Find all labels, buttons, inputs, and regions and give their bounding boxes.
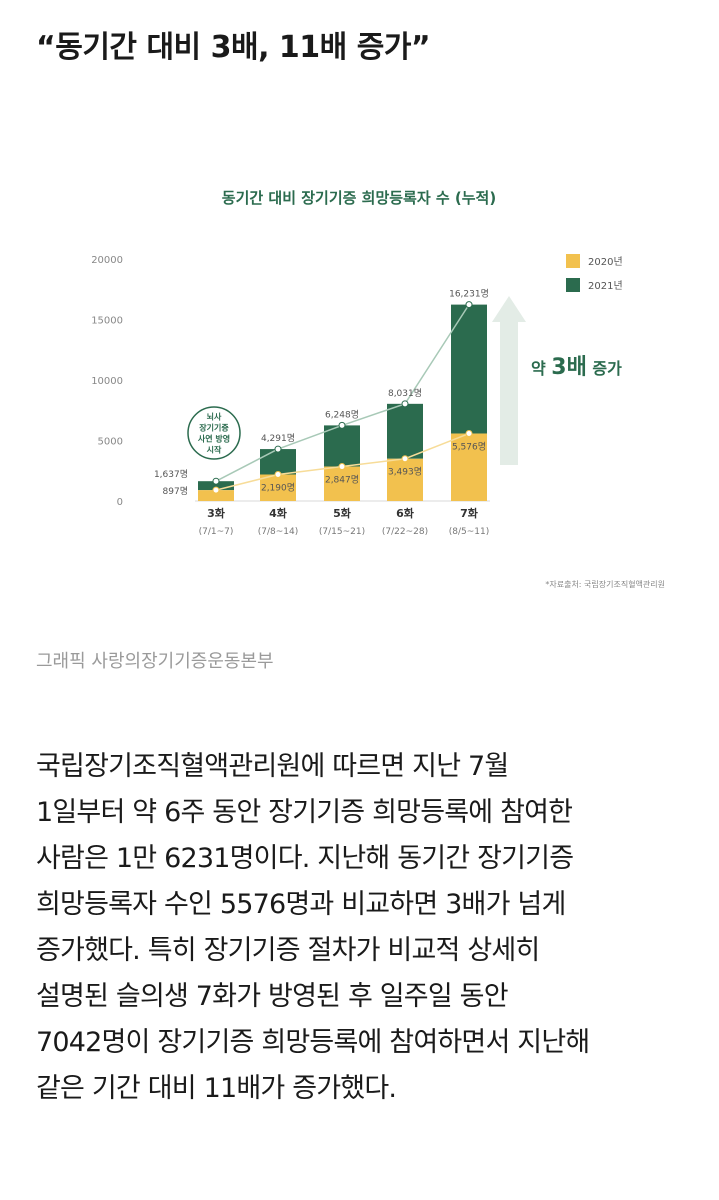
source-note: *자료출처: 국립장기조직혈액관리원 (545, 579, 665, 589)
y-tick-label: 15000 (91, 316, 123, 327)
paragraph-line: 1일부터 약 6주 동안 장기기증 희망등록에 참여한 (36, 797, 573, 828)
bar-2021 (260, 449, 296, 475)
paragraph-line: 국립장기조직혈액관리원에 따르면 지난 7월 (36, 751, 509, 782)
headline: “동기간 대비 3배, 11배 증가” (36, 30, 431, 65)
bar-2020 (324, 466, 360, 501)
data-label-2021: 1,637명 (154, 469, 188, 480)
paragraph-line: 같은 기간 대비 11배가 증가했다. (36, 1073, 397, 1104)
growth-annotation: 약 3배 증가 (531, 355, 622, 380)
category-sublabel: (7/15~21) (319, 527, 365, 537)
data-label-2021: 8,031명 (388, 388, 422, 399)
data-label-2021: 16,231명 (449, 289, 489, 300)
legend-swatch (566, 254, 580, 268)
category-label: 6화 (396, 506, 414, 520)
image-caption: 그래픽 사랑의장기기증운동본부 (36, 651, 274, 672)
y-tick-label: 10000 (91, 376, 123, 387)
data-label-2020: 2,190명 (261, 483, 295, 494)
point-2020 (401, 455, 409, 463)
category-label: 5화 (333, 506, 351, 520)
bar-2021 (387, 403, 423, 459)
growth-arrow-icon (492, 296, 526, 465)
annotation-bubble-text: 뇌사 (207, 412, 222, 422)
category-sublabel: (7/22~28) (382, 527, 428, 537)
annotation-bubble-text: 사연 방영 (198, 434, 230, 444)
bar-2020 (260, 474, 296, 501)
point-2020 (212, 486, 220, 494)
point-2021 (274, 445, 282, 453)
paragraph-line: 사람은 1만 6231명이다. 지난해 동기간 장기기증 (36, 843, 574, 874)
legend-swatch (566, 278, 580, 292)
y-tick-label: 5000 (98, 437, 123, 448)
data-label-2021: 6,248명 (325, 409, 359, 420)
annotation-bubble-text: 시작 (207, 445, 222, 455)
chart-title: 동기간 대비 장기기증 희망등록자 수 (누적) (222, 189, 496, 207)
data-label-2020: 2,847명 (325, 475, 359, 486)
data-label-2020: 5,576명 (452, 442, 486, 453)
article-paragraph: 국립장기조직혈액관리원에 따르면 지난 7월 1일부터 약 6주 동안 장기기증… (36, 744, 686, 1112)
paragraph-line: 증가했다. 특히 장기기증 절차가 비교적 상세히 (36, 935, 540, 966)
y-tick-label: 0 (117, 497, 123, 508)
legend-label: 2020년 (588, 256, 623, 268)
category-label: 7화 (460, 506, 478, 520)
data-label-2020: 897명 (163, 486, 188, 497)
bar-2021 (451, 304, 487, 434)
category-label: 3화 (207, 506, 225, 520)
bar-2020 (387, 458, 423, 501)
category-sublabel: (7/8~14) (258, 527, 299, 537)
point-2020 (338, 463, 346, 471)
point-2021 (212, 477, 220, 485)
annotation-bubble-text: 장기기증 (199, 423, 229, 433)
point-2020 (465, 430, 473, 438)
bar-2020 (198, 490, 234, 501)
point-2021 (465, 301, 473, 309)
chart-figure: 동기간 대비 장기기증 희망등록자 수 (누적) 0 5000 10000 15000 2… (0, 150, 719, 620)
category-label: 4화 (269, 506, 287, 520)
paragraph-line: 희망등록자 수인 5576명과 비교하면 3배가 넘게 (36, 889, 566, 920)
paragraph-line: 설명된 슬의생 7화가 방영된 후 일주일 동안 (36, 981, 509, 1012)
paragraph-line: 7042명이 장기기증 희망등록에 참여하면서 지난해 (36, 1027, 590, 1058)
legend-label: 2021년 (588, 280, 623, 292)
point-2021 (401, 400, 409, 408)
chart-svg: 동기간 대비 장기기증 희망등록자 수 (누적) 0 5000 10000 15000 2… (91, 189, 665, 589)
data-label-2021: 4,291명 (261, 433, 295, 444)
data-label-2020: 3,493명 (388, 467, 422, 478)
bar-2021 (198, 481, 234, 491)
bar-2020 (451, 433, 487, 501)
y-tick-label: 20000 (91, 255, 123, 266)
category-sublabel: (7/1~7) (199, 527, 234, 537)
annotation-bubble (187, 406, 241, 460)
point-2021 (338, 421, 346, 429)
category-sublabel: (8/5~11) (449, 527, 490, 537)
bar-2021 (324, 425, 360, 467)
point-2020 (274, 471, 282, 479)
